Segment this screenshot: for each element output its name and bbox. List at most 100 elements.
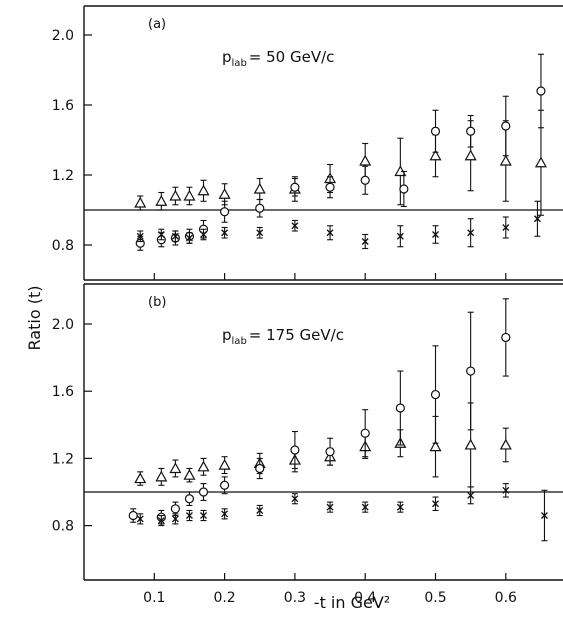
y-tick-label: 0.8	[52, 519, 74, 535]
panel-label: (b)	[148, 295, 166, 310]
y-axis-label: Ratio (t)	[25, 286, 44, 351]
cross-marker-stroke	[221, 229, 229, 237]
x-tick-label: 0.6	[495, 590, 517, 606]
data-point-circle	[184, 491, 195, 506]
x-tick-label: 0.3	[284, 590, 306, 606]
triangle-marker	[464, 438, 477, 450]
data-point-cross	[361, 501, 369, 513]
triangle-marker	[253, 182, 266, 194]
data-point-cross	[541, 489, 548, 542]
cross-marker-stroke	[467, 229, 475, 237]
data-point-triangle	[134, 471, 147, 486]
data-point-circle	[255, 457, 265, 480]
data-point-cross	[200, 228, 207, 241]
cross-marker-stroke	[502, 486, 510, 494]
triangle-marker	[197, 460, 210, 472]
data-point-cross	[185, 232, 193, 244]
circle-marker	[220, 207, 230, 217]
circle-marker	[399, 184, 409, 194]
data-point-circle	[536, 53, 546, 129]
x-tick-label: 0.5	[424, 590, 446, 606]
data-point-cross	[533, 200, 541, 237]
y-tick-label: 0.8	[52, 238, 74, 254]
panel-b: 0.8 1.2 1.6 2.0 (b) plab = 175 GeV/c 0.1 0.2 0.3 0…	[52, 283, 563, 606]
cross-marker-stroke	[541, 512, 548, 519]
triangle-marker	[218, 188, 231, 199]
y-tick-label: 2.0	[52, 317, 74, 333]
panel-label: (a)	[148, 17, 166, 32]
data-point-circle	[501, 95, 511, 157]
cross-marker-stroke	[361, 503, 369, 511]
data-point-cross	[185, 509, 193, 522]
circle-marker	[536, 86, 546, 96]
data-point-cross	[326, 501, 334, 513]
triangle-marker	[169, 462, 182, 474]
circle-marker	[198, 487, 209, 497]
triangle-marker	[134, 472, 147, 484]
circle-marker	[220, 480, 230, 490]
data-point-triangle	[218, 456, 231, 475]
data-point-circle	[128, 508, 138, 523]
triangle-marker	[197, 184, 210, 196]
circle-marker	[184, 494, 195, 504]
data-point-triangle	[134, 195, 147, 211]
data-point-cross	[157, 514, 165, 527]
cross-marker-stroke	[200, 231, 207, 238]
circle-marker	[360, 175, 370, 185]
circle-marker	[501, 332, 511, 343]
data-point-cross	[326, 225, 334, 241]
x-tick-label: 0.4	[354, 590, 376, 606]
data-point-triangle	[197, 457, 210, 476]
circle-marker	[290, 182, 300, 192]
data-point-cross	[502, 483, 510, 498]
data-point-cross	[467, 218, 475, 248]
cross-marker-stroke	[432, 231, 439, 238]
data-point-circle	[220, 476, 230, 495]
data-point-cross	[467, 486, 475, 505]
cross-marker-stroke	[200, 512, 207, 519]
data-point-circle	[220, 200, 230, 223]
cross-marker-stroke	[185, 234, 193, 242]
data-point-circle	[325, 176, 335, 199]
data-point-triangle	[253, 177, 266, 201]
data-point-circle	[395, 370, 405, 446]
circle-marker	[128, 510, 138, 521]
beam-label-symbol: p	[222, 326, 232, 344]
data-point-circle	[466, 114, 476, 148]
data-point-cross	[396, 501, 404, 513]
triangle-marker	[359, 154, 372, 166]
data-point-triangle	[169, 186, 182, 206]
data-point-circle	[399, 170, 409, 208]
cross-marker-stroke	[171, 515, 179, 523]
triangle-marker	[155, 470, 168, 482]
cross-marker-stroke	[326, 503, 334, 511]
triangle-marker	[499, 154, 512, 166]
cross-marker-stroke	[533, 215, 541, 223]
triangle-marker	[183, 189, 196, 201]
data-point-triangle	[155, 191, 168, 211]
data-point-circle	[325, 437, 335, 466]
circle-marker	[501, 121, 511, 131]
circle-marker	[430, 389, 441, 400]
triangle-marker	[534, 156, 547, 168]
y-tick-label: 1.6	[52, 384, 74, 400]
cross-marker-stroke	[467, 491, 475, 499]
x-tick-label: 0.1	[143, 590, 165, 606]
cross-marker-stroke	[291, 222, 299, 230]
data-point-cross	[291, 493, 299, 505]
data-point-circle	[360, 165, 370, 195]
cross-marker-stroke	[291, 495, 299, 503]
beam-label-subscript: lab	[232, 58, 247, 69]
data-point-circle	[290, 177, 300, 197]
data-point-triangle	[183, 186, 196, 206]
data-point-circle	[430, 345, 441, 444]
cross-marker-stroke	[502, 224, 510, 231]
cross-marker-stroke	[136, 232, 144, 240]
x-axis-label: -t in GeV²	[314, 593, 390, 612]
beam-label-value: = 175 GeV/c	[249, 326, 344, 344]
circle-marker	[325, 447, 335, 457]
data-point-triangle	[183, 467, 196, 483]
data-point-circle	[430, 109, 441, 153]
